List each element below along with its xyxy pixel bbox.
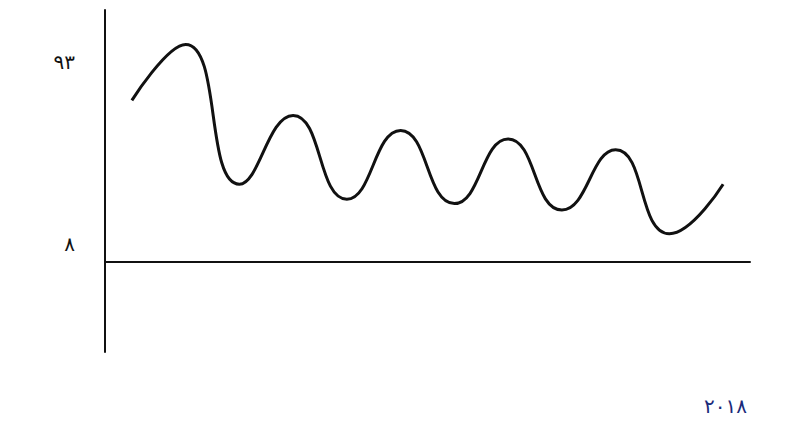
svg-text:٢٠١٨: ٢٠١٨ [704,394,747,418]
svg-text:٩٣: ٩٣ [54,50,76,74]
svg-text:٨: ٨ [64,232,75,256]
